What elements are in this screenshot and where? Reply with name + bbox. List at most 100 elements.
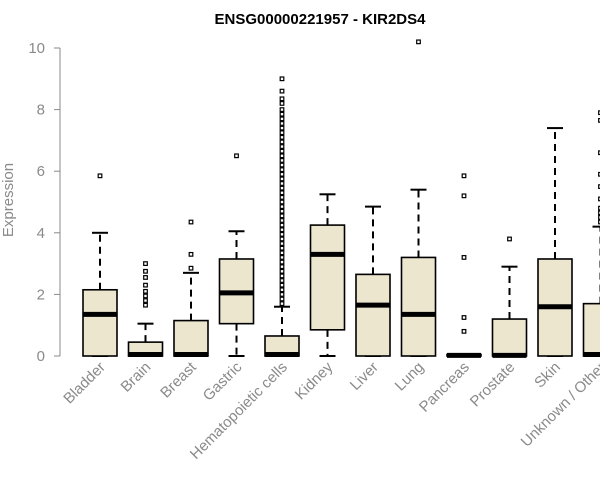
outlier-point [279, 158, 285, 163]
outlier-point [143, 282, 148, 288]
chart-title: ENSG00000221957 - KIR2DS4 [215, 11, 427, 28]
outlier-point [279, 227, 285, 233]
outlier-point [416, 39, 421, 45]
outlier-point [188, 265, 194, 271]
outlier-point [598, 171, 600, 177]
outlier-point [279, 101, 285, 106]
box-body [173, 319, 209, 357]
outlier-point [598, 184, 600, 190]
outlier-point [279, 287, 285, 293]
outlier-point [279, 204, 285, 210]
y-tick-label: 10 [28, 40, 45, 57]
outlier-point [279, 278, 285, 283]
outlier-point [279, 162, 285, 168]
outlier-point [279, 245, 285, 251]
box-body [400, 256, 437, 357]
outlier-point [279, 268, 285, 274]
box-body [491, 318, 528, 357]
outlier-point [279, 250, 285, 256]
outlier-point [598, 215, 600, 220]
y-tick-label: 8 [37, 102, 45, 119]
box-body [355, 273, 391, 357]
box-liver [355, 205, 391, 357]
outlier-point [279, 153, 285, 159]
outlier-point [279, 111, 285, 117]
outlier-point [279, 88, 285, 94]
outlier-point [598, 196, 600, 202]
outlier-point [279, 236, 285, 242]
outlier-point [598, 150, 600, 156]
outlier-point [143, 261, 148, 266]
box-breast [173, 219, 209, 357]
outlier-point [279, 241, 285, 246]
outlier-point [279, 231, 285, 237]
outlier-point [279, 107, 285, 113]
outlier-point [279, 255, 285, 260]
outlier-point [279, 194, 285, 200]
outlier-point [279, 264, 285, 270]
outlier-point [143, 288, 148, 294]
box-pancreas [446, 173, 482, 358]
outlier-point [598, 219, 600, 225]
outlier-point [143, 302, 148, 308]
x-tick-label: Pancreas [416, 359, 473, 416]
outlier-point [279, 190, 285, 196]
outlier-point [279, 301, 285, 307]
y-tick-label: 4 [37, 225, 45, 242]
outlier-point [279, 148, 285, 154]
outlier-point [143, 298, 148, 303]
outlier-point [279, 259, 285, 265]
y-tick-label: 2 [37, 286, 45, 303]
y-axis-label: Expression [0, 163, 17, 237]
outlier-point [279, 96, 285, 102]
outlier-point [279, 176, 285, 182]
x-tick-label: Prostate [467, 359, 519, 411]
outlier-point [598, 117, 600, 123]
outlier-point [279, 213, 285, 219]
outlier-point [279, 273, 285, 279]
x-tick-label: Kidney [292, 358, 337, 403]
outlier-point [279, 144, 285, 149]
y-tick-label: 0 [37, 348, 45, 365]
box-brain [127, 261, 164, 357]
outlier-point [507, 236, 512, 242]
y-tick-label: 6 [37, 163, 45, 180]
outlier-point [279, 208, 285, 214]
box-body [582, 302, 600, 357]
outlier-point [279, 185, 285, 191]
outlier-point [461, 193, 467, 199]
outlier-point [598, 110, 600, 116]
outlier-point [279, 139, 285, 145]
box-plots [82, 39, 600, 358]
outlier-point [279, 130, 285, 136]
outlier-point [461, 328, 467, 334]
outlier-point [279, 199, 285, 205]
box-bladder [82, 173, 118, 357]
outlier-point [279, 292, 285, 297]
outlier-point [279, 167, 285, 173]
outlier-point [188, 219, 194, 225]
x-tick-label: Skin [531, 359, 564, 392]
outlier-point [279, 125, 285, 131]
outlier-point [143, 293, 148, 299]
outlier-point [279, 222, 285, 228]
box-hematopoietic-cells [264, 76, 300, 357]
box-gastric [218, 153, 255, 357]
box-lung [400, 39, 437, 357]
y-axis-ticks: 0 2 4 6 8 10 [28, 40, 60, 365]
x-tick-label: Breast [157, 358, 200, 401]
outlier-point [279, 134, 285, 140]
x-tick-label: Bladder [60, 359, 109, 408]
x-tick-label: Lung [392, 359, 428, 395]
outlier-point [143, 275, 148, 280]
outlier-point [598, 210, 600, 216]
box-body [82, 288, 118, 357]
outlier-point [279, 296, 285, 302]
outlier-point [461, 173, 467, 179]
outlier-point [279, 171, 285, 177]
x-tick-label: Brain [118, 359, 155, 396]
outlier-point [279, 181, 285, 186]
box-body [309, 224, 346, 331]
